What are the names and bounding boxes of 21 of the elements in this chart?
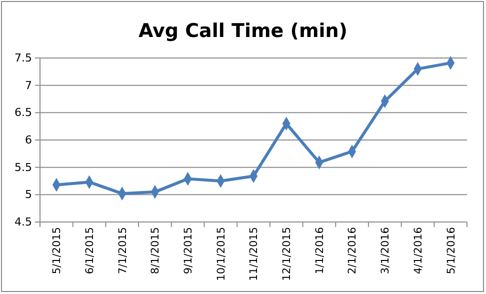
y-tick-label: 4.5 [14, 216, 32, 229]
x-tick-label: 1/1/2016 [314, 226, 326, 274]
x-tick-label: 9/1/2015 [182, 227, 194, 274]
y-tick-label: 5.5 [14, 160, 32, 174]
x-tick-label: 5/1/2016 [445, 226, 458, 274]
x-tick-label: 8/1/2015 [150, 227, 162, 274]
x-tick-label: 4/1/2016 [412, 226, 424, 274]
x-tick-label: 6/1/2015 [84, 227, 96, 274]
x-tick-label: 11/1/2015 [248, 227, 260, 281]
chart-title: Avg Call Time (min) [138, 20, 348, 42]
x-tick-label: 2/1/2016 [346, 226, 359, 274]
x-tick-label: 3/1/2016 [380, 226, 392, 274]
x-tick-label: 7/1/2015 [116, 227, 129, 274]
y-tick-label: 5 [25, 188, 32, 202]
x-tick-label: 12/1/2015 [281, 227, 294, 281]
y-tick-label: 7.5 [14, 52, 32, 65]
y-tick-label: 7 [25, 78, 32, 92]
y-tick-label: 6.5 [14, 106, 32, 120]
x-tick-label: 10/1/2015 [215, 227, 228, 281]
x-tick-label: 5/1/2015 [51, 227, 64, 274]
y-tick-label: 6 [25, 134, 32, 147]
